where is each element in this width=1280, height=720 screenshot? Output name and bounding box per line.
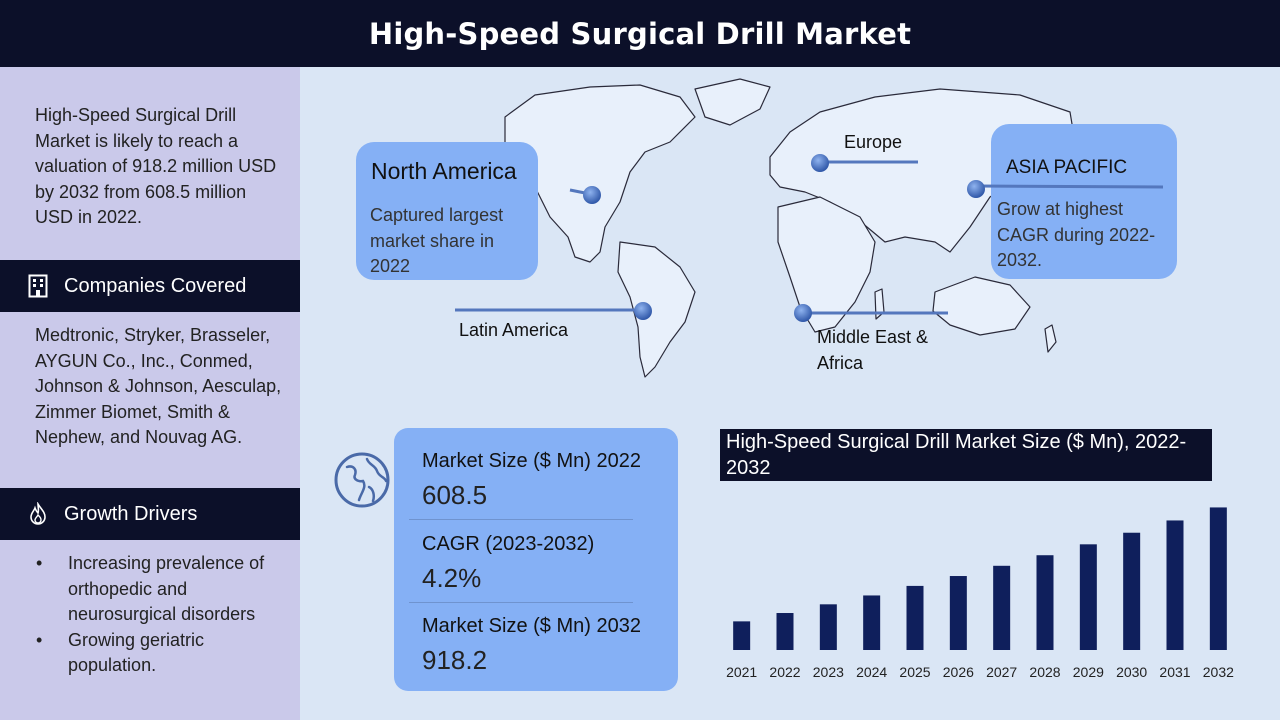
- x-tick-label: 2022: [769, 664, 800, 680]
- mea-label: Middle East & Africa: [817, 327, 929, 373]
- x-tick-label: 2032: [1203, 664, 1234, 680]
- x-tick-label: 2024: [856, 664, 887, 680]
- divider: [409, 519, 633, 520]
- latin-america-label: Latin America: [459, 320, 569, 340]
- companies-heading: Companies Covered: [64, 274, 247, 297]
- sidebar: High-Speed Surgical Drill Market is like…: [0, 67, 300, 720]
- bar-2029: [1079, 544, 1097, 650]
- asia-pacific-title: ASIA PACIFIC: [1006, 157, 1128, 178]
- map-australia: [932, 276, 1031, 336]
- x-tick-label: 2027: [986, 664, 1017, 680]
- size-2032-value: 918.2: [422, 645, 488, 675]
- market-intro-text: High-Speed Surgical Drill Market is like…: [35, 105, 277, 227]
- drivers-heading-bar: Growth Drivers: [0, 488, 300, 540]
- map-new-zealand: [1044, 324, 1057, 353]
- flame-icon: [30, 502, 46, 525]
- globe-icon: [334, 452, 390, 508]
- x-tick-label: 2023: [813, 664, 844, 680]
- divider: [409, 602, 633, 603]
- building-icon: [28, 274, 48, 298]
- stats-panel: Market Size ($ Mn) 2022 608.5 CAGR (2023…: [394, 428, 678, 691]
- market-size-bar-chart: 2021 2022 2023 2024 2025 2026 2027 2028 2029 2030…: [726, 507, 1234, 680]
- x-tick-label: 2028: [1029, 664, 1060, 680]
- x-tick-label: 2026: [943, 664, 974, 680]
- x-tick-label: 2031: [1159, 664, 1190, 680]
- north-america-title: North America: [371, 158, 517, 184]
- cagr-value: 4.2%: [422, 563, 482, 593]
- size-2032-label: Market Size ($ Mn) 2032: [422, 615, 641, 637]
- drivers-list: Increasing prevalence of orthopedic and …: [35, 551, 285, 679]
- drivers-heading: Growth Drivers: [64, 502, 198, 525]
- bar-2031: [1166, 520, 1184, 650]
- size-2022-label: Market Size ($ Mn) 2022: [422, 450, 641, 472]
- bar-2021: [733, 621, 751, 650]
- bar-2032: [1209, 507, 1227, 650]
- bar-2024: [863, 595, 881, 650]
- list-item: Growing geriatric population.: [35, 628, 285, 679]
- size-2022-value: 608.5: [422, 480, 488, 510]
- companies-text: Medtronic, Stryker, Brasseler, AYGUN Co.…: [35, 325, 282, 447]
- x-tick-label: 2029: [1073, 664, 1104, 680]
- x-tick-label: 2030: [1116, 664, 1147, 680]
- bar-2022: [776, 613, 794, 650]
- bar-2025: [906, 585, 924, 650]
- asia-pacific-desc: Grow at highest CAGR during 2022-2032.: [997, 199, 1156, 270]
- bar-2030: [1123, 532, 1141, 650]
- map-greenland: [694, 78, 771, 126]
- page-header: High-Speed Surgical Drill Market: [0, 0, 1280, 67]
- list-item: Increasing prevalence of orthopedic and …: [35, 551, 285, 628]
- bar-2028: [1036, 555, 1054, 650]
- north-america-desc: Captured largest market share in 2022: [370, 205, 504, 276]
- x-tick-label: 2021: [726, 664, 757, 680]
- companies-heading-bar: Companies Covered: [0, 260, 300, 312]
- bar-2026: [949, 576, 967, 650]
- world-map: [504, 78, 1076, 378]
- x-tick-label: 2025: [899, 664, 930, 680]
- chart-title: High-Speed Surgical Drill Market Size ($…: [720, 429, 1212, 481]
- asia-pacific-box: [991, 124, 1177, 279]
- europe-label: Europe: [844, 132, 903, 152]
- bar-2023: [819, 604, 837, 650]
- cagr-label: CAGR (2023-2032): [422, 533, 595, 555]
- map-south-america: [617, 241, 696, 378]
- north-america-box: [356, 142, 538, 280]
- map-africa: [777, 196, 876, 333]
- map-madagascar: [874, 288, 885, 320]
- bar-2027: [993, 565, 1011, 650]
- page-title: High-Speed Surgical Drill Market: [368, 16, 912, 51]
